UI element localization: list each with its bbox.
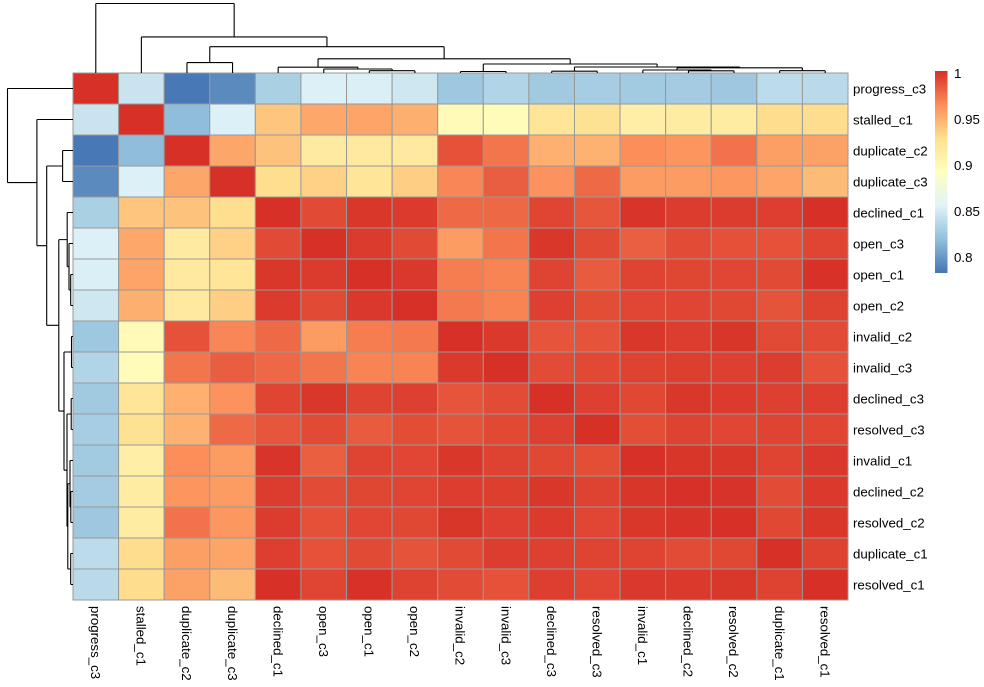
svg-text:resolved_c3: resolved_c3	[853, 422, 925, 437]
svg-text:invalid_c3: invalid_c3	[498, 606, 513, 665]
svg-text:open_c2: open_c2	[853, 298, 904, 313]
svg-text:resolved_c2: resolved_c2	[726, 606, 741, 678]
svg-text:resolved_c2: resolved_c2	[853, 515, 925, 530]
svg-text:progress_c3: progress_c3	[853, 81, 926, 96]
svg-text:invalid_c1: invalid_c1	[635, 606, 650, 665]
svg-text:resolved_c1: resolved_c1	[817, 606, 832, 678]
svg-text:declined_c1: declined_c1	[270, 606, 285, 677]
svg-text:duplicate_c3: duplicate_c3	[853, 174, 928, 189]
svg-text:declined_c2: declined_c2	[853, 484, 924, 499]
svg-text:open_c3: open_c3	[316, 606, 331, 657]
svg-text:1: 1	[954, 66, 961, 81]
svg-text:open_c1: open_c1	[362, 606, 377, 657]
svg-text:0.85: 0.85	[954, 204, 980, 219]
svg-text:resolved_c3: resolved_c3	[590, 606, 605, 678]
svg-text:declined_c1: declined_c1	[853, 205, 924, 220]
svg-text:0.8: 0.8	[954, 250, 973, 265]
svg-text:duplicate_c2: duplicate_c2	[853, 143, 928, 158]
svg-text:declined_c2: declined_c2	[681, 606, 696, 677]
svg-text:invalid_c1: invalid_c1	[853, 453, 912, 468]
svg-text:open_c1: open_c1	[853, 267, 904, 282]
svg-text:invalid_c3: invalid_c3	[853, 360, 912, 375]
svg-text:open_c3: open_c3	[853, 236, 904, 251]
svg-text:open_c2: open_c2	[407, 606, 422, 657]
svg-text:resolved_c1: resolved_c1	[853, 577, 925, 592]
svg-text:invalid_c2: invalid_c2	[453, 606, 468, 665]
svg-text:stalled_c1: stalled_c1	[134, 606, 149, 666]
svg-text:declined_c3: declined_c3	[544, 606, 559, 677]
svg-text:progress_c3: progress_c3	[88, 606, 103, 679]
svg-text:declined_c3: declined_c3	[853, 391, 924, 406]
svg-text:duplicate_c1: duplicate_c1	[853, 546, 928, 561]
svg-text:duplicate_c1: duplicate_c1	[772, 606, 787, 681]
svg-text:invalid_c2: invalid_c2	[853, 329, 912, 344]
svg-text:0.95: 0.95	[954, 112, 980, 127]
svg-text:duplicate_c3: duplicate_c3	[225, 606, 240, 681]
svg-text:0.9: 0.9	[954, 158, 973, 173]
svg-text:duplicate_c2: duplicate_c2	[179, 606, 194, 681]
svg-text:stalled_c1: stalled_c1	[853, 112, 913, 127]
